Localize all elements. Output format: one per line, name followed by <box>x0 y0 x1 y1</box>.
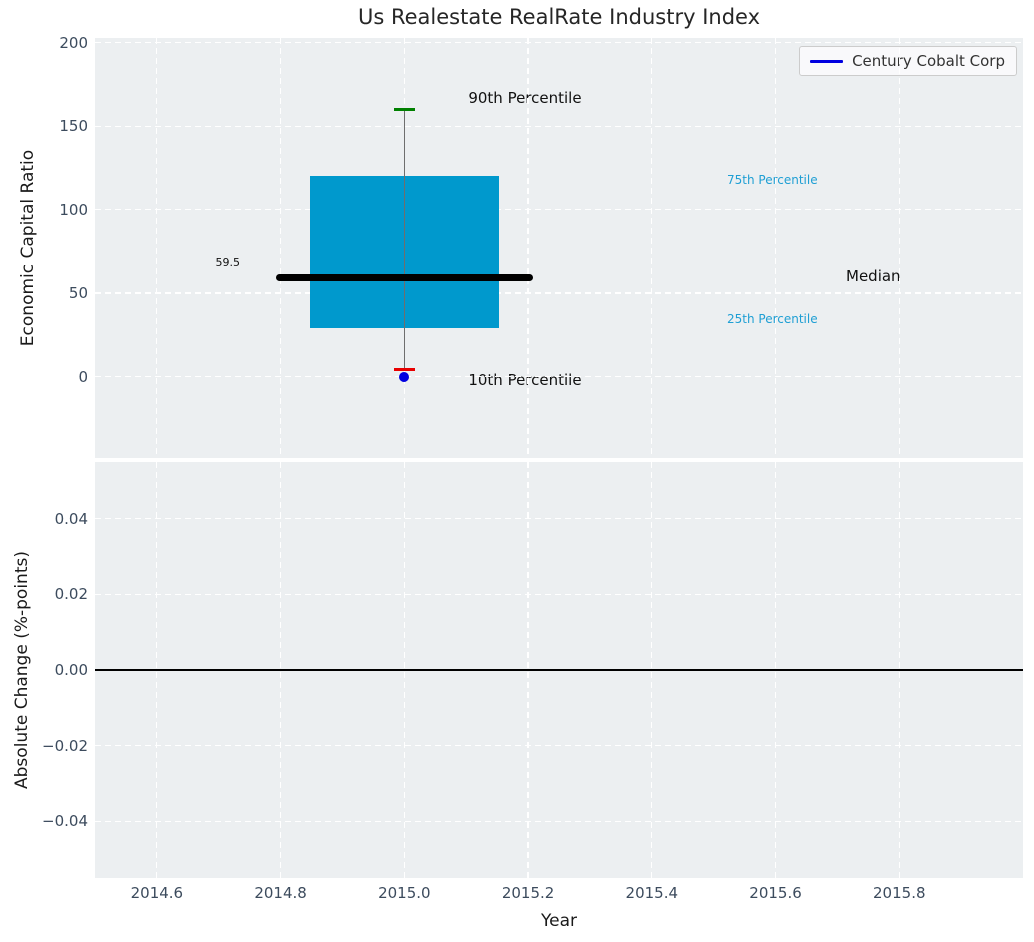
y-axis-label-economic-capital-ratio: Economic Capital Ratio <box>18 88 38 408</box>
x-tick-label: 2014.8 <box>236 884 326 902</box>
boxplot-10th-cap <box>394 368 415 371</box>
annotation-10th-percentile: 10th Percentile <box>468 371 581 389</box>
x-tick-label: 2015.8 <box>854 884 944 902</box>
y-tick-label: 0 <box>26 368 88 386</box>
x-axis-label-year: Year <box>499 911 619 931</box>
annotation-median-value: 59.5 <box>180 256 240 269</box>
y-tick-label: 100 <box>26 201 88 219</box>
x-tick-label: 2015.4 <box>607 884 697 902</box>
x-tick-label: 2014.6 <box>112 884 202 902</box>
company-marker-dot <box>399 372 409 382</box>
x-tick-label: 2015.2 <box>483 884 573 902</box>
y-tick-label: 0.00 <box>26 661 88 679</box>
y-tick-label: 150 <box>26 117 88 135</box>
annotation-90th-percentile: 90th Percentile <box>468 89 581 107</box>
x-tick-label: 2015.0 <box>359 884 449 902</box>
legend: Century Cobalt Corp <box>799 46 1017 76</box>
y-tick-label: 0.04 <box>26 510 88 528</box>
chart-title: Us Realestate RealRate Industry Index <box>209 5 909 29</box>
y-tick-label: 0.02 <box>26 585 88 603</box>
zero-line <box>95 669 1023 671</box>
y-tick-label: −0.04 <box>26 812 88 830</box>
annotation-median: Median <box>846 267 901 285</box>
boxplot-whisker-line <box>404 109 406 369</box>
y-tick-label: 50 <box>26 284 88 302</box>
boxplot-90th-cap <box>394 108 415 111</box>
annotation-25th-percentile: 25th Percentile <box>727 312 818 326</box>
y-tick-label: 200 <box>26 34 88 52</box>
legend-line-icon <box>810 60 843 63</box>
y-tick-label: −0.02 <box>26 737 88 755</box>
x-tick-label: 2015.6 <box>731 884 821 902</box>
annotation-75th-percentile: 75th Percentile <box>727 173 818 187</box>
legend-label: Century Cobalt Corp <box>852 52 1005 70</box>
boxplot-median-line <box>276 274 533 281</box>
